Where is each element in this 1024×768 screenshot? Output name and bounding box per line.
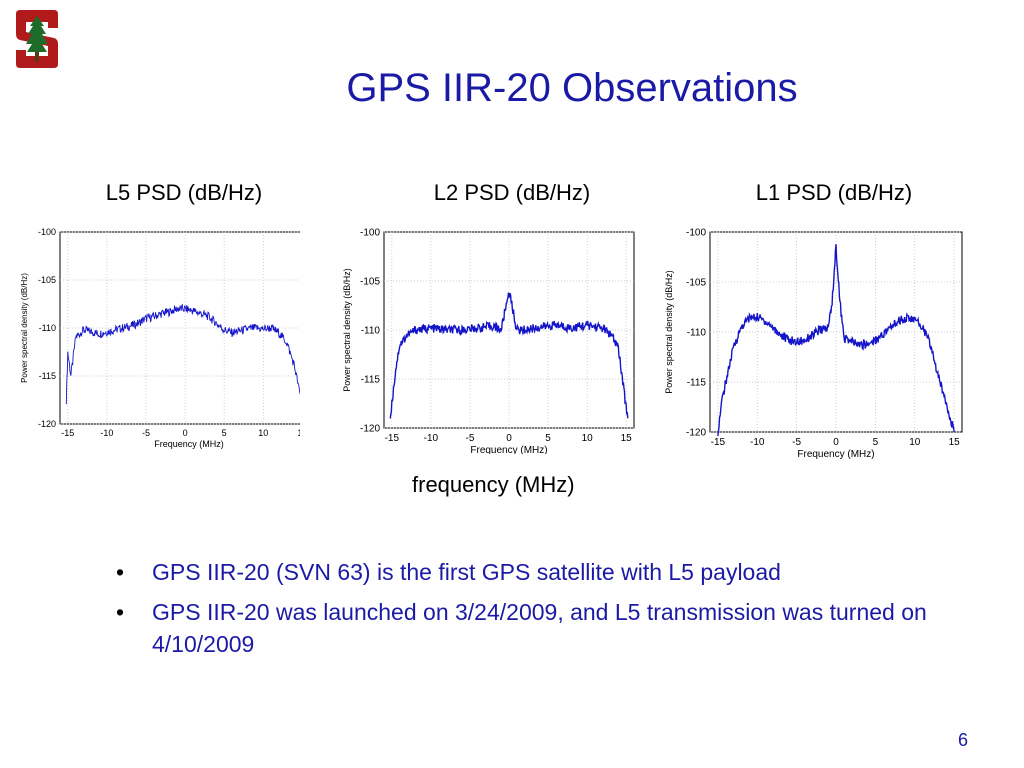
y-tick-label: -100 [686, 227, 706, 238]
x-tick-label: 0 [833, 437, 839, 448]
y-tick-label: -105 [360, 276, 380, 287]
x-tick-label: 15 [949, 437, 961, 448]
y-tick-label: -100 [360, 227, 380, 238]
bullet-text: GPS IIR-20 was launched on 3/24/2009, an… [152, 599, 927, 657]
bullet-icon: • [116, 599, 125, 625]
l1-psd-chart: -15 -10 -5 0 5 10 15 -100 -105 -110 -115 -120 Freque… [664, 227, 963, 460]
x-tick-label: 0 [506, 433, 512, 444]
l5-psd-chart: -15 -10 -5 0 5 10 15 -100 -105 -110 -115 -120 Freque… [20, 227, 300, 449]
x-tick-label: -5 [142, 428, 150, 438]
y-tick-label: -115 [39, 371, 56, 381]
x-axis-label: Frequency (MHz) [154, 439, 224, 449]
x-tick-label: 5 [873, 437, 879, 448]
x-tick-label: 15 [621, 433, 633, 444]
panel-label-l1: L1 PSD (dB/Hz) [755, 180, 913, 205]
y-tick-label: -110 [39, 323, 56, 333]
x-tick-label: 5 [545, 433, 551, 444]
x-tick-label: -15 [711, 437, 726, 448]
y-axis-label: Power spectral density (dB/Hz) [342, 268, 352, 392]
y-axis-label: Power spectral density (dB/Hz) [664, 270, 674, 394]
bullet-icon: • [116, 559, 125, 585]
x-tick-label: -5 [465, 433, 474, 444]
slide-title: GPS IIR-20 Observations [346, 66, 798, 110]
frequency-caption: frequency (MHz) [412, 472, 575, 497]
x-axis-label: Frequency (MHz) [797, 449, 874, 460]
y-tick-label: -100 [38, 227, 56, 237]
y-tick-label: -110 [361, 325, 381, 336]
x-tick-label: -5 [792, 437, 801, 448]
x-tick-label: -10 [100, 428, 113, 438]
bullet-item: • GPS IIR-20 was launched on 3/24/2009, a… [112, 596, 952, 660]
x-tick-label: 15 [297, 428, 300, 438]
x-tick-label: -10 [750, 437, 765, 448]
x-tick-label: -10 [424, 433, 439, 444]
x-tick-label: 10 [258, 428, 268, 438]
y-tick-label: -120 [686, 427, 706, 438]
l2-psd-chart: -15 -10 -5 0 5 10 15 -100 -105 -110 -115 -120 Freque… [342, 227, 635, 454]
x-axis-label: Frequency (MHz) [470, 445, 547, 454]
bullet-list: • GPS IIR-20 (SVN 63) is the first GPS sa… [112, 556, 952, 668]
y-tick-label: -120 [38, 419, 56, 429]
y-tick-label: -115 [361, 374, 381, 385]
y-tick-label: -105 [38, 275, 56, 285]
x-tick-label: 10 [582, 433, 594, 444]
y-axis-label: Power spectral density (dB/Hz) [20, 273, 29, 383]
x-tick-label: 10 [909, 437, 921, 448]
x-tick-label: -15 [61, 428, 74, 438]
panel-label-l5: L5 PSD (dB/Hz) [105, 180, 263, 205]
y-tick-label: -120 [360, 423, 380, 434]
y-tick-label: -115 [687, 377, 707, 388]
page-number: 6 [957, 730, 968, 750]
bullet-item: • GPS IIR-20 (SVN 63) is the first GPS sa… [112, 556, 952, 588]
y-tick-label: -105 [686, 277, 706, 288]
stanford-tree-logo-icon [16, 10, 58, 68]
psd-trace-line [65, 303, 300, 405]
panel-label-l2: L2 PSD (dB/Hz) [433, 180, 591, 205]
bullet-text: GPS IIR-20 (SVN 63) is the first GPS sat… [152, 559, 781, 585]
y-tick-label: -110 [687, 327, 707, 338]
psd-trace-line [717, 244, 955, 437]
x-tick-label: 0 [183, 428, 188, 438]
x-tick-label: -15 [385, 433, 400, 444]
x-tick-label: 5 [222, 428, 227, 438]
psd-trace-line [389, 292, 629, 419]
